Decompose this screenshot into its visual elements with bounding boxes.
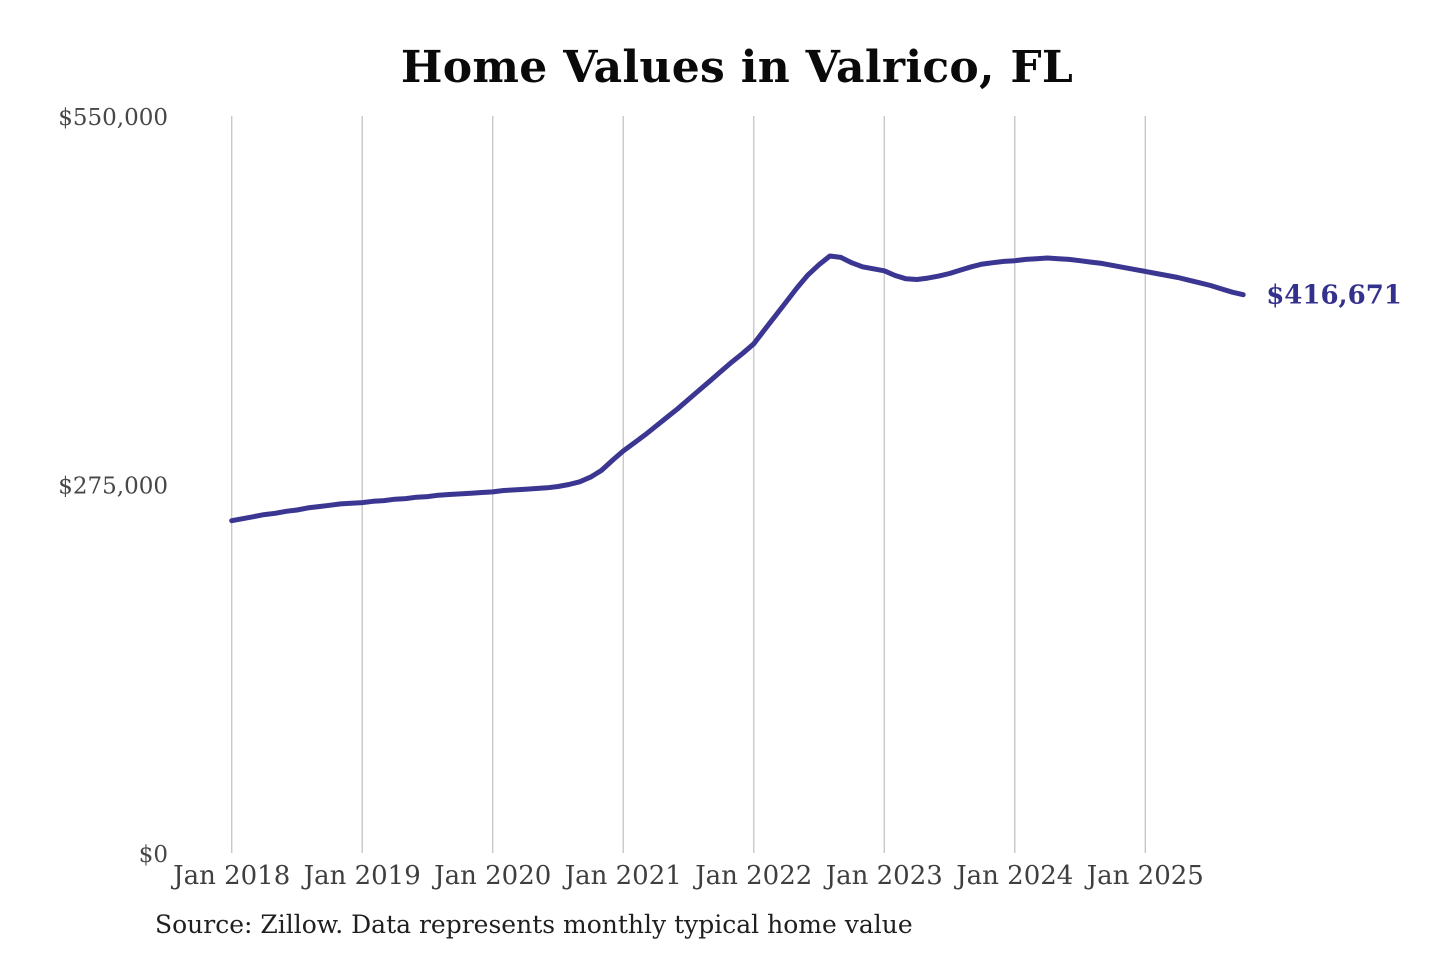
x-tick-jan-2020: Jan 2020 [431, 861, 551, 891]
source-note: Source: Zillow. Data represents monthly … [155, 910, 913, 939]
x-tick-jan-2025: Jan 2025 [1084, 861, 1204, 891]
x-tick-jan-2024: Jan 2024 [953, 861, 1073, 891]
x-tick-jan-2022: Jan 2022 [692, 861, 812, 891]
chart-title: Home Values in Valrico, FL [400, 42, 1074, 93]
x-tick-jan-2021: Jan 2021 [562, 861, 682, 891]
gridlines [230, 116, 1147, 853]
x-tick-jan-2019: Jan 2019 [301, 861, 421, 891]
home-value-line [229, 253, 1246, 524]
x-tick-jan-2018: Jan 2018 [170, 861, 290, 891]
y-tick-275000: $275,000 [58, 474, 168, 500]
x-axis-tick-labels: Jan 2018 Jan 2019 Jan 2020 Jan 2021 Jan 2022… [170, 861, 1204, 891]
y-tick-0: $0 [139, 842, 168, 868]
y-tick-550000: $550,000 [58, 105, 168, 131]
latest-value-label: $416,671 [1266, 281, 1402, 311]
y-axis-tick-labels: $0 $275,000 $550,000 [58, 105, 168, 868]
x-tick-jan-2023: Jan 2023 [823, 861, 943, 891]
